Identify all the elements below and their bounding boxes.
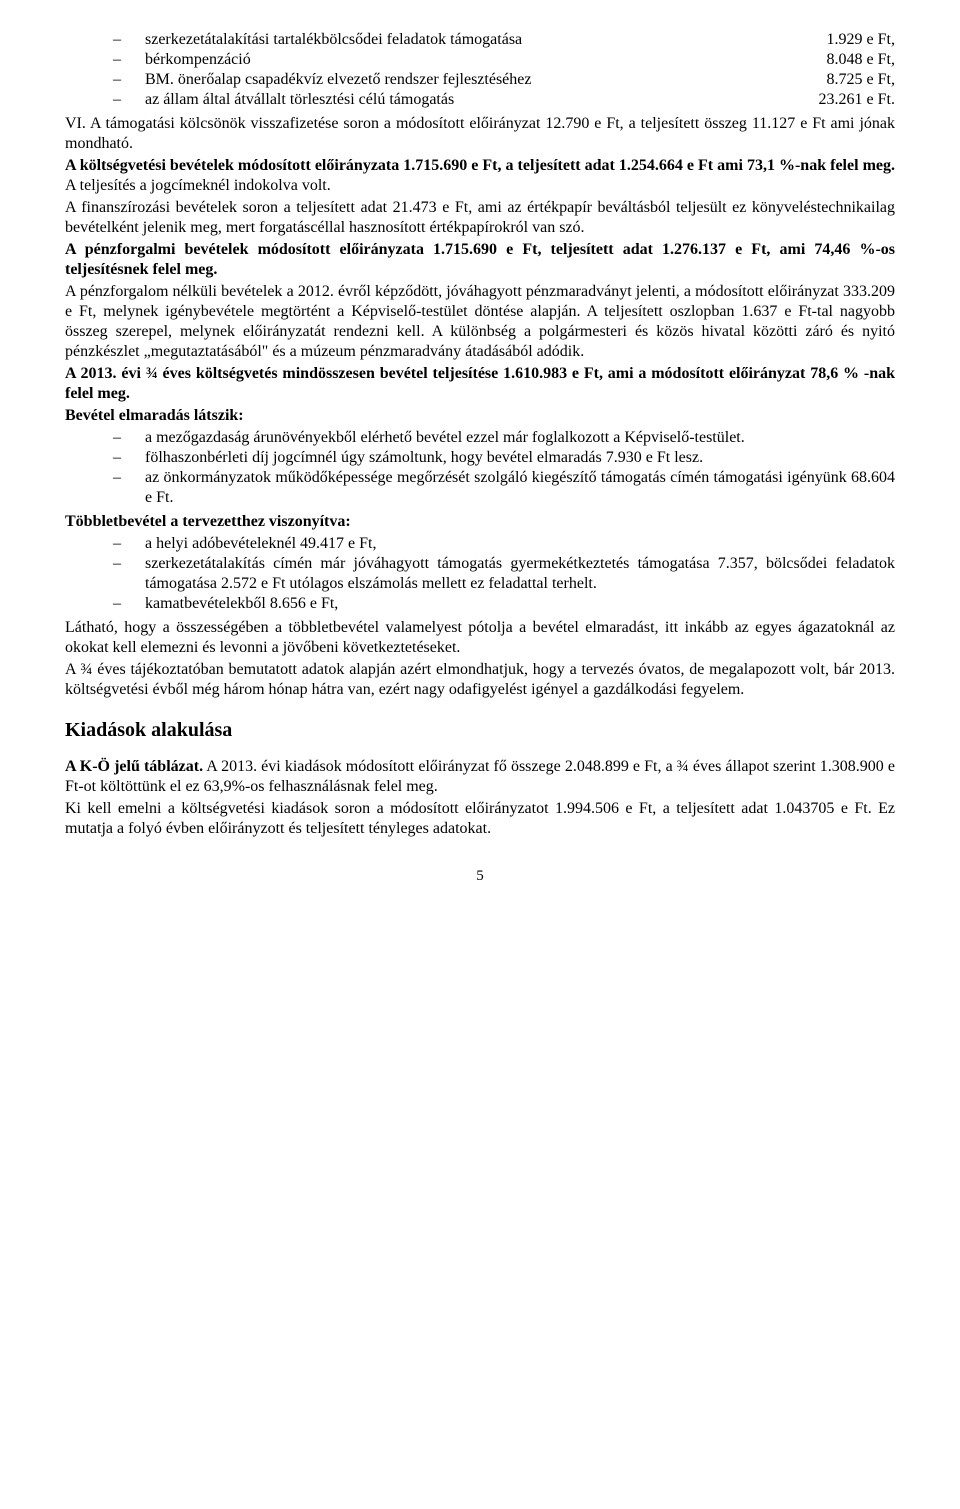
list-item: szerkezetátalakítási tartalékbölcsődei f…: [113, 30, 895, 50]
item-label: az állam által átvállalt törlesztési cél…: [145, 90, 799, 110]
surplus-list: a helyi adóbevételeknél 49.417 e Ft, sze…: [65, 534, 895, 614]
list-item: az önkormányzatok működőképessége megőrz…: [113, 468, 895, 508]
item-value: 8.048 e Ft,: [807, 50, 895, 70]
item-value: 23.261 e Ft.: [799, 90, 895, 110]
paragraph-budget-expenditure: Ki kell emelni a költségvetési kiadások …: [65, 799, 895, 839]
top-funding-list: szerkezetátalakítási tartalékbölcsődei f…: [65, 30, 895, 110]
list-item: BM. önerőalap csapadékvíz elvezető rends…: [113, 70, 895, 90]
paragraph-summary-2: A ¾ éves tájékoztatóban bemutatott adato…: [65, 660, 895, 700]
paragraph-total-revenue: A 2013. évi ¾ éves költségvetés mindössz…: [65, 364, 895, 404]
list-item: fölhaszonbérleti díj jogcímnél úgy számo…: [113, 448, 895, 468]
list-item: az állam által átvállalt törlesztési cél…: [113, 90, 895, 110]
page-number: 5: [65, 867, 895, 886]
list-item: kamatbevételekből 8.656 e Ft,: [113, 594, 895, 614]
item-label: bérkompenzáció: [145, 50, 807, 70]
paragraph-budget-revenues: A költségvetési bevételek módosított elő…: [65, 156, 895, 196]
list-item: szerkezetátalakítás címén már jóváhagyot…: [113, 554, 895, 594]
paragraph-cashflow-revenues: A pénzforgalmi bevételek módosított elői…: [65, 240, 895, 280]
paragraph-financing-revenues: A finanszírozási bevételek soron a telje…: [65, 198, 895, 238]
list-item: a helyi adóbevételeknél 49.417 e Ft,: [113, 534, 895, 554]
paragraph-ko-table: A K-Ö jelű táblázat. A 2013. évi kiadáso…: [65, 757, 895, 797]
section-heading-expenditure: Kiadások alakulása: [65, 718, 895, 743]
item-label: szerkezetátalakítási tartalékbölcsődei f…: [145, 30, 807, 50]
item-value: 8.725 e Ft,: [807, 70, 895, 90]
shortfall-list: a mezőgazdaság árunövényekből elérhető b…: [65, 428, 895, 508]
paragraph-noncash-revenues: A pénzforgalom nélküli bevételek a 2012.…: [65, 282, 895, 362]
list-item: bérkompenzáció8.048 e Ft,: [113, 50, 895, 70]
paragraph-summary-1: Látható, hogy a összességében a többletb…: [65, 618, 895, 658]
heading-surplus: Többletbevétel a tervezetthez viszonyítv…: [65, 512, 895, 532]
item-label: BM. önerőalap csapadékvíz elvezető rends…: [145, 70, 807, 90]
heading-shortfall: Bevétel elmaradás látszik:: [65, 406, 895, 426]
list-item: a mezőgazdaság árunövényekből elérhető b…: [113, 428, 895, 448]
paragraph-loan-repayment: VI. A támogatási kölcsönök visszafizetés…: [65, 114, 895, 154]
item-value: 1.929 e Ft,: [807, 30, 895, 50]
text-span: A teljesítés a jogcímeknél indokolva vol…: [65, 177, 331, 194]
bold-span: A K-Ö jelű táblázat.: [65, 758, 203, 775]
bold-span: A költségvetési bevételek módosított elő…: [65, 157, 895, 174]
